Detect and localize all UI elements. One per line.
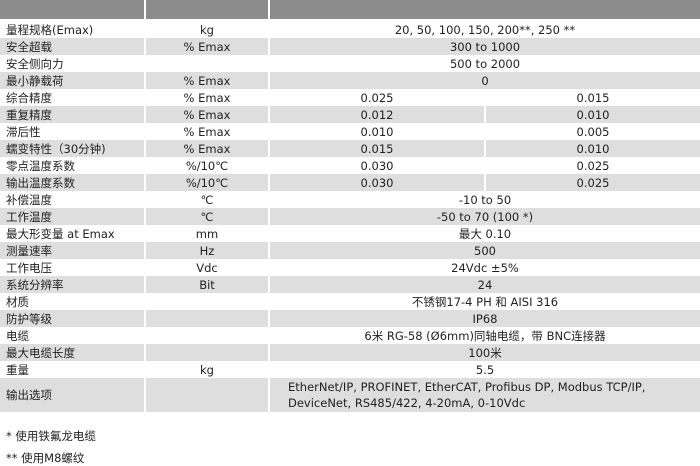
- row-label: 安全侧向力: [6, 56, 64, 71]
- row-unit: kg: [144, 20, 269, 38]
- row-value: 5.5: [268, 361, 700, 378]
- row-unit: [144, 293, 269, 310]
- row-label: 材质: [6, 294, 29, 309]
- table-row: 防护等级 IP68: [0, 310, 700, 327]
- table-row: 输出选项 EtherNet/IP, PROFINET, EtherCAT, Pro…: [0, 378, 700, 412]
- row-label: 电缆: [6, 328, 29, 343]
- row-unit: kg: [144, 361, 269, 378]
- table-row: 材质 不锈钢17-4 PH 和 AISI 316: [0, 293, 700, 310]
- spec-table: 量程规格(Emax) kg 20, 50, 100, 150, 200**, 250…: [0, 0, 700, 412]
- row-value: 500: [268, 242, 700, 259]
- row-unit: %/10℃: [144, 157, 269, 174]
- table-row: 量程规格(Emax) kg 20, 50, 100, 150, 200**, 250…: [0, 20, 700, 38]
- row-value-2: 0.010: [484, 106, 700, 123]
- row-label: 滞后性: [6, 124, 41, 139]
- row-unit: %/10℃: [144, 174, 269, 191]
- row-unit: [144, 344, 269, 361]
- row-unit: % Emax: [144, 106, 269, 123]
- row-unit: % Emax: [144, 89, 269, 106]
- table-row: 安全侧向力 500 to 2000: [0, 55, 700, 72]
- row-label: 重复精度: [0, 106, 145, 123]
- table-row: 零点温度系数 %/10℃ 0.030 0.025: [0, 157, 700, 174]
- row-value: 最大 0.10: [268, 225, 700, 242]
- table-row: 重量 kg 5.5: [0, 361, 700, 378]
- table-row: 工作温度 ℃ -50 to 70 (100 *): [0, 208, 700, 225]
- row-value: 不锈钢17-4 PH 和 AISI 316: [268, 293, 700, 310]
- row-label: 输出选项: [0, 378, 145, 412]
- row-value: 24: [268, 276, 700, 293]
- row-label: 系统分辨率: [0, 276, 145, 293]
- row-value: 6米 RG-58 (Ø6mm)同轴电缆，带 BNC连接器: [268, 327, 700, 344]
- row-unit: % Emax: [144, 123, 269, 140]
- row-value: -50 to 70 (100 *): [268, 208, 700, 225]
- row-label: 综合精度: [6, 90, 52, 105]
- table-row: 最小静载荷% Emax 0: [0, 72, 700, 89]
- row-label: 输出温度系数: [0, 174, 145, 191]
- row-value-2: 0.005: [484, 123, 700, 140]
- row-unit: [144, 310, 269, 327]
- row-unit: Hz: [144, 242, 269, 259]
- row-label: 最小静载荷: [0, 72, 145, 89]
- row-unit: % Emax: [144, 38, 269, 55]
- table-row: 综合精度 % Emax 0.025 0.015: [0, 89, 700, 106]
- row-unit: % Emax: [144, 72, 269, 89]
- row-label: 最大形变量 at Emax: [6, 226, 115, 241]
- row-value: 500 to 2000: [268, 55, 700, 72]
- row-value-2: 0.010: [484, 140, 700, 157]
- row-label: 重量: [6, 362, 29, 377]
- row-unit: % Emax: [144, 140, 269, 157]
- row-unit: ℃: [144, 208, 269, 225]
- row-unit: Vdc: [144, 259, 269, 276]
- row-value: EtherNet/IP, PROFINET, EtherCAT, Profibu…: [268, 378, 700, 412]
- row-unit: [144, 378, 269, 412]
- table-row: 最大电缆长度 100米: [0, 344, 700, 361]
- table-row: 系统分辨率 Bit 24: [0, 276, 700, 293]
- row-unit: ℃: [144, 191, 269, 208]
- table-row: 电缆 6米 RG-58 (Ø6mm)同轴电缆，带 BNC连接器: [0, 327, 700, 344]
- row-label: 工作电压: [6, 260, 52, 275]
- table-row: 安全超载% Emax 300 to 1000: [0, 38, 700, 55]
- row-label: 零点温度系数: [6, 158, 75, 173]
- row-value: 300 to 1000: [268, 38, 700, 55]
- table-row: 重复精度% Emax 0.012 0.010: [0, 106, 700, 123]
- row-value: 0: [268, 72, 700, 89]
- row-value-1: 0.012: [268, 106, 485, 123]
- row-label: 补偿温度: [6, 192, 52, 207]
- row-value-1: 0.030: [268, 157, 485, 174]
- row-label: 安全超载: [0, 38, 145, 55]
- row-value-1: 0.010: [268, 123, 485, 140]
- table-row: 蠕变特性（30分钟)% Emax 0.015 0.010: [0, 140, 700, 157]
- table-row: 补偿温度 ℃ -10 to 50: [0, 191, 700, 208]
- row-value: IP68: [268, 310, 700, 327]
- row-label: 测量速率: [0, 242, 145, 259]
- row-value-1: 0.030: [268, 174, 485, 191]
- row-value: 24Vdc ±5%: [268, 259, 700, 276]
- row-unit: [144, 55, 269, 72]
- footnote-1: * 使用铁氟龙电缆: [6, 429, 96, 443]
- row-value-1: 0.015: [268, 140, 485, 157]
- table-row: 滞后性 % Emax 0.010 0.005: [0, 123, 700, 140]
- row-unit: mm: [144, 225, 269, 242]
- table-row: 测量速率 Hz 500: [0, 242, 700, 259]
- row-value: 20, 50, 100, 150, 200**, 250 **: [268, 20, 700, 38]
- row-label: 蠕变特性（30分钟): [0, 140, 145, 157]
- table-row: 最大形变量 at Emax mm 最大 0.10: [0, 225, 700, 242]
- row-label: 防护等级: [0, 310, 145, 327]
- row-value-2: 0.025: [484, 174, 700, 191]
- header-row: [0, 0, 700, 21]
- row-value-2: 0.015: [484, 89, 700, 106]
- row-label: 量程规格(Emax): [6, 22, 94, 37]
- table-row: 工作电压 Vdc 24Vdc ±5%: [0, 259, 700, 276]
- row-unit: Bit: [144, 276, 269, 293]
- table-row: 输出温度系数 %/10℃ 0.030 0.025: [0, 174, 700, 191]
- row-value: -10 to 50: [268, 191, 700, 208]
- row-value-2: 0.025: [484, 157, 700, 174]
- row-label: 最大电缆长度: [0, 344, 145, 361]
- row-label: 工作温度: [0, 208, 145, 225]
- row-value-1: 0.025: [268, 89, 485, 106]
- footnote-2: ** 使用M8螺纹: [6, 451, 85, 465]
- row-value: 100米: [268, 344, 700, 361]
- row-unit: [144, 327, 269, 344]
